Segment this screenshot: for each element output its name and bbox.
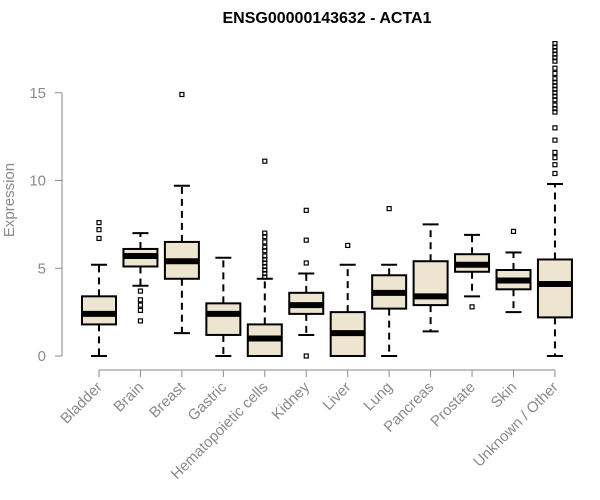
x-tick-label: Liver xyxy=(320,379,355,414)
outlier-point xyxy=(303,353,309,359)
outlier-point xyxy=(262,239,268,245)
outlier-point xyxy=(386,205,392,212)
outlier-point xyxy=(552,70,558,77)
outlier-point xyxy=(345,242,351,249)
x-tick-label: Kidney xyxy=(269,378,314,423)
y-tick-label: 5 xyxy=(38,260,46,277)
outlier-point xyxy=(137,318,144,324)
box-pancreas xyxy=(412,223,449,333)
outlier-point xyxy=(262,230,268,236)
outlier-point xyxy=(262,158,268,164)
outlier-point xyxy=(552,125,558,131)
outlier-point xyxy=(552,41,558,47)
outlier-point xyxy=(262,244,268,250)
outlier-point xyxy=(552,149,558,156)
outlier-point xyxy=(303,207,309,213)
iqr-box xyxy=(536,258,573,319)
x-tick-label: Skin xyxy=(488,379,521,412)
box-unknown-other xyxy=(536,41,573,357)
y-axis: 0 5 10 15 xyxy=(29,85,63,365)
outlier-point xyxy=(303,260,309,266)
chart-title: ENSG00000143632 - ACTA1 xyxy=(223,10,432,27)
outlier-point xyxy=(552,102,558,108)
x-tick-label: Bladder xyxy=(57,379,106,428)
box-lung xyxy=(371,205,408,357)
box-breast xyxy=(163,91,200,335)
outlier-point xyxy=(137,307,144,313)
box-brain xyxy=(122,232,159,324)
iqr-box xyxy=(81,295,117,326)
outlier-point xyxy=(510,228,517,234)
x-tick-label: Breast xyxy=(146,378,189,421)
outlier-point xyxy=(137,288,144,294)
outlier-point xyxy=(552,76,558,82)
outlier-point xyxy=(262,253,268,259)
outlier-point xyxy=(96,235,102,242)
x-tick-label: Brain xyxy=(110,379,147,416)
y-tick-label: 0 xyxy=(38,348,46,365)
outlier-point xyxy=(552,155,558,161)
box-skin xyxy=(495,228,532,314)
box-gastric xyxy=(205,256,242,357)
outlier-point xyxy=(303,237,309,243)
boxes xyxy=(81,41,573,359)
box-hematopoietic-cells xyxy=(246,158,283,358)
x-tick-label: Lung xyxy=(360,379,396,415)
box-prostate xyxy=(454,233,491,310)
outlier-point xyxy=(137,297,144,303)
outlier-point xyxy=(96,227,102,233)
outlier-point xyxy=(469,304,475,310)
y-tick-label: 10 xyxy=(29,173,46,190)
box-liver xyxy=(329,242,366,357)
outlier-point xyxy=(552,137,558,143)
outlier-point xyxy=(179,91,185,98)
box-bladder xyxy=(81,220,117,357)
outlier-point xyxy=(96,220,102,226)
outlier-point xyxy=(552,162,558,168)
y-tick-label: 15 xyxy=(29,85,46,102)
outlier-point xyxy=(137,302,144,308)
x-tick-label: Prostate xyxy=(427,379,479,431)
outlier-point xyxy=(552,65,558,71)
y-axis-label: Expression xyxy=(1,163,18,237)
box-kidney xyxy=(288,207,325,359)
outlier-point xyxy=(552,170,558,177)
iqr-box xyxy=(205,302,242,336)
